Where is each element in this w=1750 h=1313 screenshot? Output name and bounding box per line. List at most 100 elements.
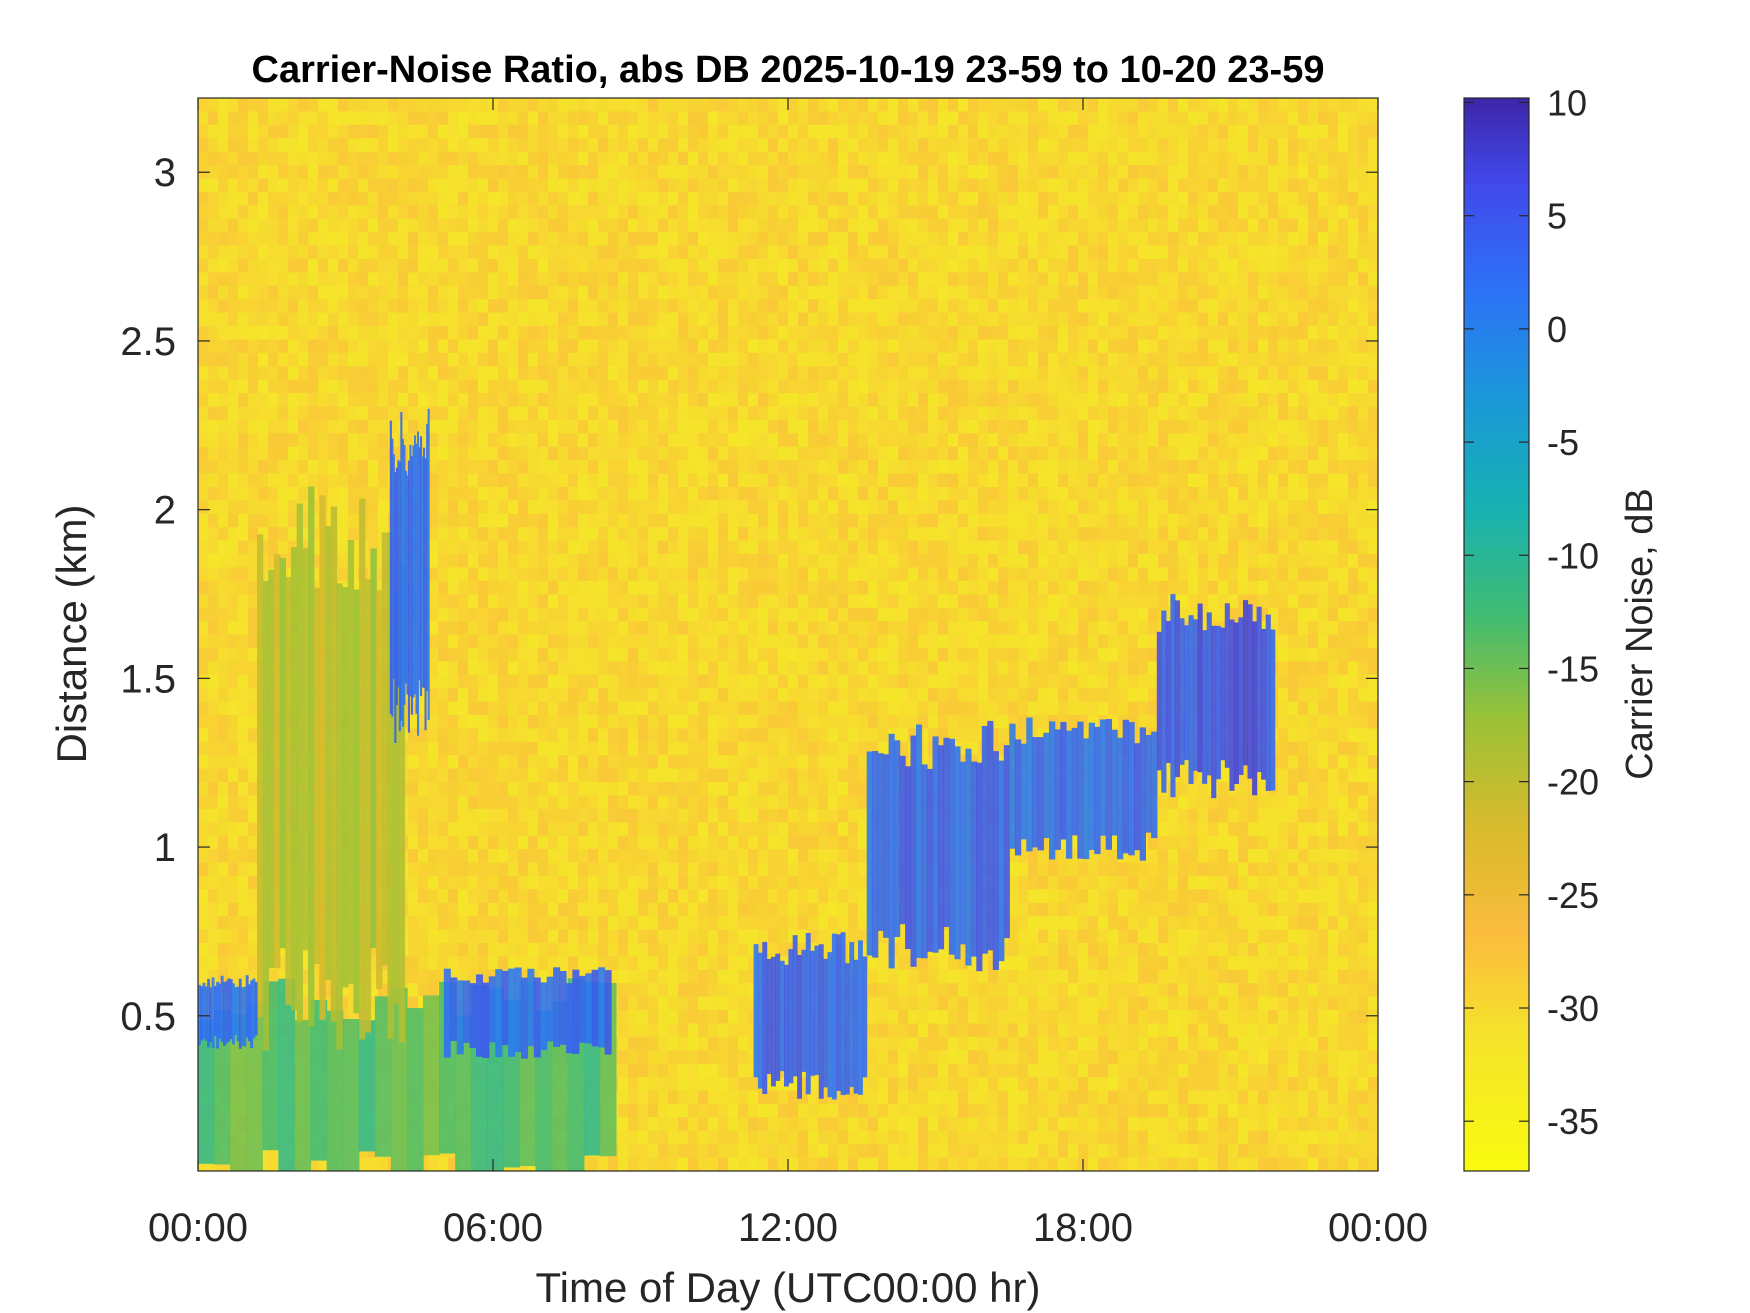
heatmap-cell xyxy=(648,1117,659,1132)
heatmap-cell xyxy=(408,835,419,850)
heatmap-cell xyxy=(228,916,239,931)
heatmap-cell xyxy=(278,232,289,247)
heatmap-cell xyxy=(478,433,489,448)
heatmap-cell xyxy=(638,165,649,180)
heatmap-cell xyxy=(498,943,509,957)
heatmap-cell xyxy=(748,124,759,139)
heatmap-cell xyxy=(628,1157,639,1171)
heatmap-cell xyxy=(428,849,439,864)
heatmap-cell xyxy=(218,782,229,796)
heatmap-cell xyxy=(508,580,519,595)
heatmap-cell xyxy=(458,339,469,354)
heatmap-cell xyxy=(748,768,759,783)
heatmap-cell xyxy=(208,943,219,957)
heatmap-cell xyxy=(468,446,479,461)
heatmap-cell xyxy=(768,527,779,542)
heatmap-cell xyxy=(648,299,659,314)
heatmap-cell xyxy=(678,916,689,931)
heatmap-cell xyxy=(618,527,629,542)
heatmap-cell xyxy=(488,245,499,260)
heatmap-cell xyxy=(718,366,729,381)
heatmap-cell xyxy=(788,1077,799,1092)
heatmap-cell xyxy=(278,178,289,193)
heatmap-cell xyxy=(758,795,769,810)
heatmap-cell xyxy=(388,379,399,394)
heatmap-cell xyxy=(198,822,209,837)
heatmap-cell xyxy=(228,607,239,622)
heatmap-cell xyxy=(768,272,779,287)
heatmap-cell xyxy=(758,178,769,193)
heatmap-cell xyxy=(788,808,799,823)
heatmap-cell xyxy=(438,218,449,233)
heatmap-cell xyxy=(568,594,579,609)
heatmap-cell xyxy=(458,540,469,555)
heatmap-cell xyxy=(708,312,719,327)
heatmap-cell xyxy=(538,165,549,180)
heatmap-cell xyxy=(218,768,229,783)
heatmap-cell xyxy=(448,138,459,153)
heatmap-cell xyxy=(568,929,579,944)
heatmap-cell xyxy=(778,460,789,475)
heatmap-cell xyxy=(698,889,709,904)
heatmap-cell xyxy=(388,406,399,421)
heatmap-cell xyxy=(518,688,529,703)
heatmap-cell xyxy=(638,1063,649,1078)
heatmap-cell xyxy=(728,138,739,153)
heatmap-cell xyxy=(558,634,569,649)
heatmap-cell xyxy=(338,178,349,193)
heatmap-cell xyxy=(768,674,779,689)
heatmap-cell xyxy=(218,862,229,877)
heatmap-cell xyxy=(298,956,309,971)
heatmap-cell xyxy=(718,460,729,475)
heatmap-cell xyxy=(448,688,459,703)
heatmap-cell xyxy=(818,326,829,340)
heatmap-cell xyxy=(288,473,299,488)
heatmap-cell xyxy=(578,500,589,515)
heatmap-cell xyxy=(368,433,379,448)
heatmap-cell xyxy=(718,741,729,756)
heatmap-cell xyxy=(588,339,599,354)
heatmap-cell xyxy=(488,326,499,340)
heatmap-cell xyxy=(548,527,559,542)
heatmap-cell xyxy=(398,138,409,153)
heatmap-cell xyxy=(668,406,679,421)
heatmap-cell xyxy=(428,473,439,488)
heatmap-cell xyxy=(738,849,749,864)
heatmap-cell xyxy=(808,688,819,703)
heatmap-cell xyxy=(488,352,499,367)
heatmap-cell xyxy=(248,594,259,609)
heatmap-cell xyxy=(778,822,789,837)
heatmap-cell xyxy=(558,111,569,126)
heatmap-cell xyxy=(688,889,699,904)
heatmap-cell xyxy=(348,487,359,501)
heatmap-cell xyxy=(538,487,549,501)
heatmap-cell xyxy=(798,446,809,461)
heatmap-cell xyxy=(668,1144,679,1159)
heatmap-cell xyxy=(678,1077,689,1092)
heatmap-cell xyxy=(318,245,329,260)
heatmap-cell xyxy=(778,540,789,555)
heatmap-cell xyxy=(748,902,759,917)
heatmap-cell xyxy=(748,594,759,609)
heatmap-cell xyxy=(508,808,519,823)
heatmap-cell xyxy=(758,165,769,180)
heatmap-cell xyxy=(478,728,489,743)
heatmap-cell xyxy=(238,487,249,501)
heatmap-cell xyxy=(628,889,639,904)
heatmap-cell xyxy=(728,875,739,890)
heatmap-cell xyxy=(348,366,359,381)
heatmap-cell xyxy=(288,393,299,408)
heatmap-cell xyxy=(528,527,539,542)
heatmap-cell xyxy=(618,232,629,247)
heatmap-cell xyxy=(708,1010,719,1024)
heatmap-cell xyxy=(438,124,449,139)
heatmap-cell xyxy=(488,607,499,622)
heatmap-cell xyxy=(808,1130,819,1145)
heatmap-cell xyxy=(628,366,639,381)
heatmap-cell xyxy=(208,862,219,877)
heatmap-cell xyxy=(418,285,429,300)
heatmap-cell xyxy=(668,527,679,542)
heatmap-cell xyxy=(648,446,659,461)
heatmap-cell xyxy=(758,1090,769,1105)
heatmap-cell xyxy=(298,111,309,126)
